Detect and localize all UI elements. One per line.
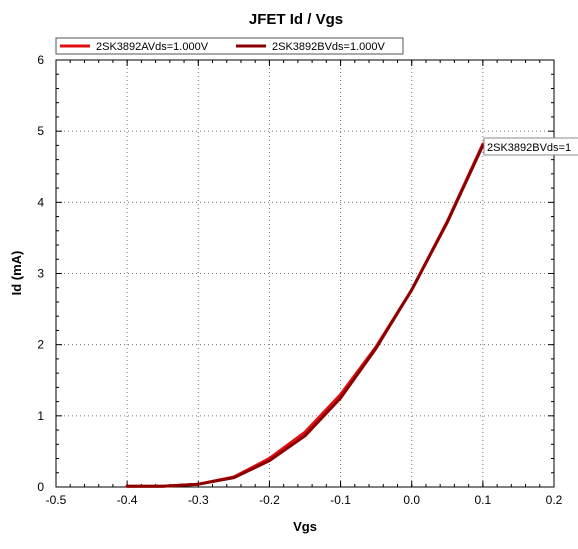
legend-label: 2SK3892BVds=1.000V (272, 41, 386, 53)
legend-box (55, 37, 404, 55)
axis-ticks: -0.5 -0.4 -0.3 -0.2 -0.1 0.0 0.1 0.2 0 1 2 3 4 5 6 (37, 53, 562, 507)
legend-label: 2SK3892AVds=1.000V (96, 41, 209, 53)
y-tick-label: 3 (37, 267, 44, 281)
legend: 2SK3892AVds=1.000V 2SK3892BVds=1.000V (55, 37, 404, 55)
y-tick-label: 4 (37, 195, 44, 209)
y-tick-label: 0 (37, 480, 44, 494)
tooltip-text: 2SK3892BVds=1 (487, 142, 571, 154)
x-tick-label: 0.2 (546, 493, 563, 507)
x-tick-label: -0.5 (46, 493, 67, 507)
y-axis-label: Id (mA) (9, 251, 24, 296)
series-lines (125, 142, 485, 488)
chart-title: JFET Id / Vgs (249, 11, 343, 28)
y-tick-label: 2 (37, 338, 44, 352)
y-tick-label: 5 (37, 124, 44, 138)
tooltip-box (483, 137, 578, 156)
x-tick-label: -0.2 (259, 493, 280, 507)
x-tick-label: -0.4 (117, 493, 138, 507)
y-tick-label: 6 (37, 53, 44, 67)
x-tick-label: -0.1 (330, 493, 351, 507)
x-tick-label: -0.3 (188, 493, 209, 507)
x-tick-label: 0.0 (403, 493, 420, 507)
data-tooltip: 2SK3892BVds=1 (483, 137, 578, 156)
y-tick-label: 1 (37, 409, 44, 423)
x-axis-label: Vgs (293, 519, 317, 534)
grid (56, 60, 554, 487)
series-line-2 (125, 143, 485, 488)
x-tick-label: 0.1 (475, 493, 492, 507)
